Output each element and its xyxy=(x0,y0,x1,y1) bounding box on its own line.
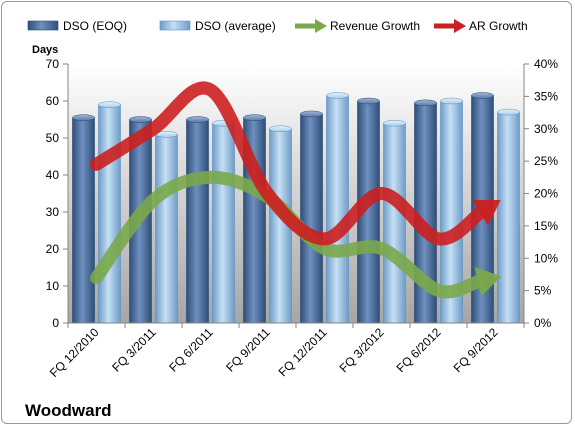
legend-item: AR Growth xyxy=(434,19,528,33)
bar-body xyxy=(155,134,178,324)
bar xyxy=(300,110,323,324)
bar-cap xyxy=(72,114,95,121)
chart-canvas: 0 10 20 30 40 50 60 70 0% 5% 10% 15% 20% 25% 30% 35% 40%… xyxy=(25,19,558,420)
legend-label: AR Growth xyxy=(469,19,528,33)
y2-tick-label: 25% xyxy=(534,154,558,168)
x-tick-label: FQ 3/2011 xyxy=(109,325,159,375)
y2-tick-label: 5% xyxy=(534,284,552,298)
y2-tick-label: 20% xyxy=(534,187,558,201)
legend-label: Revenue Growth xyxy=(330,19,420,33)
x-tick-label: FQ 9/2011 xyxy=(223,325,273,375)
y-tick-label: 10 xyxy=(46,279,60,293)
x-tick-label: FQ 6/2011 xyxy=(166,325,216,375)
x-tick-label: FQ 12/2011 xyxy=(276,325,330,379)
legend-item: Revenue Growth xyxy=(295,19,420,33)
bar-cap xyxy=(129,116,152,123)
bar-cap xyxy=(383,119,406,127)
ar-growth-arrowhead xyxy=(472,200,501,226)
y-tick-label: 60 xyxy=(46,94,60,108)
bar xyxy=(98,101,121,324)
bar xyxy=(440,97,463,324)
bar-body xyxy=(300,113,323,324)
y2-tick-label: 10% xyxy=(534,251,558,265)
company-name: Woodward xyxy=(25,401,112,420)
y-tick-label: 40 xyxy=(46,168,60,182)
bar-cap xyxy=(471,92,494,99)
bar-cap xyxy=(98,101,121,108)
y2-tick-label: 15% xyxy=(534,219,558,233)
y2-tick-label: 35% xyxy=(534,89,558,103)
y-tick-label: 70 xyxy=(46,57,60,71)
y2-tick-label: 30% xyxy=(534,122,558,136)
y-axis-title: Days xyxy=(32,44,58,56)
bar-body xyxy=(186,119,209,324)
bar-cap xyxy=(440,97,463,105)
bar xyxy=(326,92,349,324)
bar-cap xyxy=(300,110,323,118)
y2-tick-label: 40% xyxy=(534,57,558,71)
x-tick-label: FQ 12/2010 xyxy=(47,325,102,380)
legend-item: DSO (EOQ) xyxy=(27,19,127,33)
bar-cap xyxy=(243,114,266,121)
bar-body xyxy=(497,111,520,324)
revenue-growth-arrowhead xyxy=(474,267,502,297)
ar-growth-line xyxy=(90,81,487,246)
bar xyxy=(383,119,406,324)
bar-body xyxy=(212,122,235,324)
legend-label: DSO (EOQ) xyxy=(63,19,127,33)
bar xyxy=(155,131,178,324)
bar-cap xyxy=(414,99,437,107)
y-tick-label: 0 xyxy=(52,316,59,330)
y-tick-label: 50 xyxy=(46,131,60,145)
x-tick-label: FQ 6/2012 xyxy=(394,325,444,375)
legend-arrow-head xyxy=(315,19,327,33)
bar-body xyxy=(326,95,349,324)
y2-tick-label: 0% xyxy=(534,316,552,330)
x-tick-label: FQ 3/2012 xyxy=(337,325,387,375)
bar-body xyxy=(98,104,121,324)
legend-swatch xyxy=(159,20,191,31)
bar-cap xyxy=(186,116,209,123)
bar-body xyxy=(383,122,406,324)
legend-swatch xyxy=(27,20,59,31)
y-tick-label: 30 xyxy=(46,205,60,219)
legend-label: DSO (average) xyxy=(195,19,276,33)
bar-cap xyxy=(357,97,380,105)
legend-arrow-head xyxy=(454,19,466,33)
bar xyxy=(212,119,235,324)
bar-body xyxy=(72,117,95,324)
x-tick-label: FQ 9/2012 xyxy=(451,325,501,375)
legend-item: DSO (average) xyxy=(159,19,276,33)
bar xyxy=(186,116,209,324)
bar xyxy=(72,114,95,324)
bar-cap xyxy=(326,92,349,99)
y-tick-label: 20 xyxy=(46,242,60,256)
bar-cap xyxy=(269,125,292,132)
bar xyxy=(497,108,520,324)
bar-cap xyxy=(497,108,520,116)
